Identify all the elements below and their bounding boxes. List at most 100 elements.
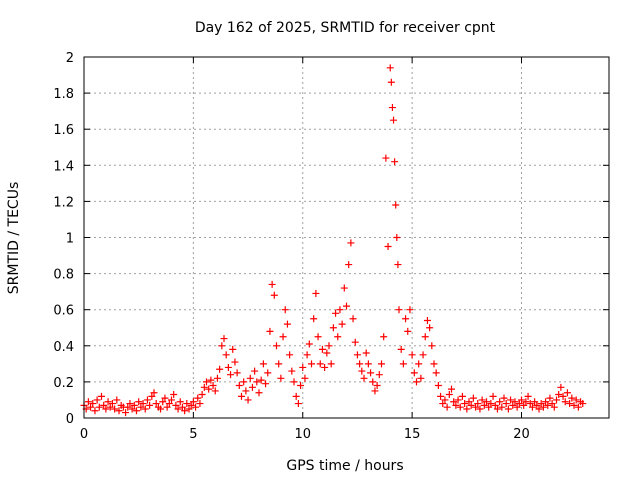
data-point [417,374,425,382]
data-point [266,327,274,335]
data-point [318,345,326,353]
data-point [338,320,346,328]
data-point [360,374,368,382]
data-point [504,405,512,413]
data-point [531,398,539,406]
data-point [387,78,395,86]
data-point [150,389,158,397]
data-point [546,394,554,402]
data-point [404,327,412,335]
y-tick-label: 2 [66,51,74,66]
data-point [574,403,582,411]
data-point [513,403,521,411]
data-point [205,385,213,393]
data-point [496,398,504,406]
data-point [373,382,381,390]
data-point [321,363,329,371]
data-point [353,351,361,359]
data-point [384,243,392,251]
data-point [469,394,477,402]
data-point [198,391,206,399]
y-tick-label: 1.2 [53,195,74,210]
data-point [334,333,342,341]
data-point [248,383,256,391]
data-point [301,374,309,382]
data-point [408,351,416,359]
data-point [163,403,171,411]
data-point [242,387,250,395]
data-point [159,398,167,406]
data-point [157,405,165,413]
data-point [106,403,114,411]
data-points [80,64,587,417]
data-point [533,401,541,409]
x-tick-label: 5 [189,427,197,442]
data-point [441,396,449,404]
data-point [222,351,230,359]
data-point [463,405,471,413]
data-point [489,392,497,400]
data-point [391,158,399,166]
y-tick-label: 0.2 [53,376,74,391]
data-point [305,340,313,348]
data-point [233,369,241,377]
data-point [399,360,407,368]
data-point [314,333,322,341]
data-point [303,351,311,359]
data-point [273,342,280,350]
y-tick-label: 1.8 [53,87,74,102]
data-point [229,345,237,353]
data-point [218,342,226,350]
data-point [358,367,366,375]
data-point [113,396,121,404]
data-point [388,104,396,112]
data-point [286,351,294,359]
data-point [288,367,296,375]
data-point [579,400,587,408]
data-point [130,401,138,409]
data-point [246,374,254,382]
data-point [299,363,307,371]
data-point [423,317,431,325]
data-point [93,396,101,404]
y-tick-label: 0.4 [53,340,74,355]
data-point [557,383,565,391]
data-point [135,398,143,406]
data-point [108,400,116,408]
data-point [84,398,92,406]
data-point [343,302,350,310]
data-point [111,405,119,413]
data-point [478,396,486,404]
data-point [351,338,359,346]
data-point [380,333,388,341]
data-point [415,360,423,368]
data-point [364,360,372,368]
data-point [369,378,377,386]
data-point [244,396,252,404]
data-point [507,396,515,404]
data-point [432,369,440,377]
data-point [231,358,239,366]
data-point [329,324,337,332]
data-point [183,400,191,408]
data-point [561,398,569,406]
data-point [448,385,455,393]
data-point [203,378,210,386]
data-point [452,401,460,409]
data-point [332,309,340,317]
data-point [493,405,501,413]
data-point [292,392,300,400]
data-point [91,407,99,415]
data-point [277,374,285,382]
data-point [410,369,418,377]
data-point [535,405,543,413]
data-point [262,380,270,388]
data-point [128,405,136,413]
x-tick-label: 0 [80,427,88,442]
data-point [345,261,353,269]
data-point [498,403,506,411]
y-axis-label: SRMTID / TECUs [6,182,22,295]
y-tick-label: 1 [66,232,74,247]
data-point [325,342,333,350]
